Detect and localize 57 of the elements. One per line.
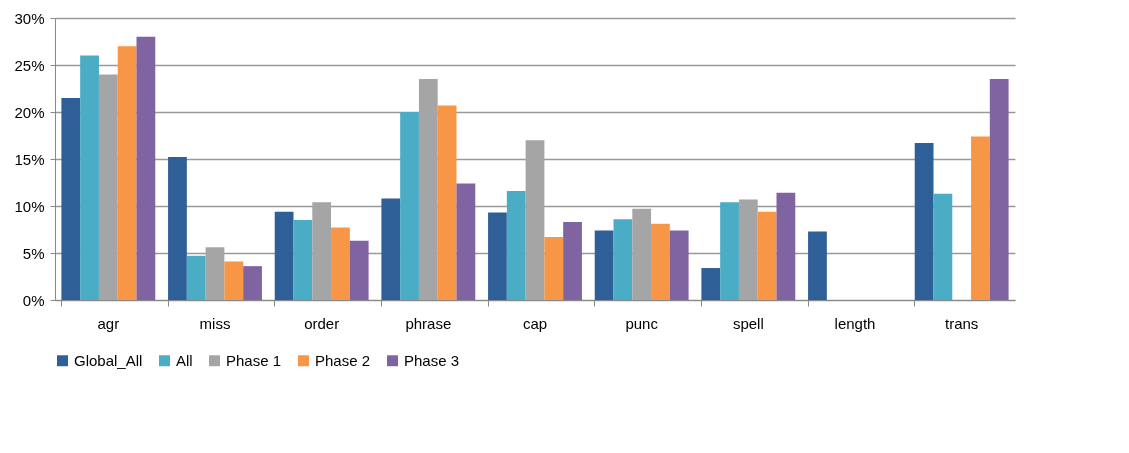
bar	[563, 221, 582, 300]
bar	[224, 261, 244, 300]
bar	[632, 208, 652, 300]
y-tick-label: 25%	[14, 56, 45, 74]
bar	[971, 136, 990, 300]
bar	[720, 202, 739, 300]
bar	[136, 36, 156, 300]
bar	[808, 231, 827, 300]
bar	[506, 190, 526, 300]
x-tick-label: agr	[97, 314, 120, 332]
legend-label: Phase 2	[315, 351, 371, 369]
bar	[437, 105, 457, 300]
bar	[669, 230, 689, 300]
bar	[933, 193, 953, 300]
bar	[594, 230, 614, 300]
bar	[117, 46, 137, 300]
legend-label: Phase 1	[226, 351, 282, 369]
bar	[349, 240, 369, 300]
bar	[701, 268, 721, 300]
y-tick-label: 0%	[22, 291, 45, 309]
legend-label: Phase 3	[404, 351, 460, 369]
bar	[989, 79, 1009, 300]
bar	[274, 211, 294, 300]
y-tick-label: 20%	[14, 103, 45, 121]
x-tick-label: phrase	[405, 314, 452, 332]
bar	[293, 220, 313, 300]
bar	[651, 223, 670, 300]
bar	[613, 219, 633, 300]
bar	[418, 79, 438, 300]
x-tick-label: spell	[732, 314, 764, 332]
y-tick-label: 5%	[22, 244, 45, 262]
legend-label: All	[176, 351, 193, 369]
bar	[243, 266, 262, 300]
legend-label: Global_All	[74, 351, 143, 369]
bar	[186, 255, 206, 300]
x-tick-label: cap	[522, 314, 548, 332]
bar	[776, 192, 796, 300]
bar	[61, 97, 81, 300]
bar	[914, 143, 934, 300]
y-tick-label: 10%	[14, 197, 45, 215]
bar	[98, 74, 118, 300]
x-tick-label: miss	[199, 314, 231, 332]
x-tick-label: length	[834, 314, 876, 332]
bar	[400, 112, 419, 300]
bar	[488, 212, 507, 300]
bar	[331, 227, 350, 300]
x-tick-label: trans	[944, 314, 979, 332]
y-tick-label: 30%	[14, 9, 45, 27]
bar	[757, 211, 777, 300]
bar	[381, 198, 401, 300]
bar	[80, 55, 99, 300]
bar	[168, 157, 187, 300]
x-tick-label: order	[304, 314, 340, 332]
x-tick-label: punc	[625, 314, 659, 332]
bar	[544, 237, 564, 300]
bar	[456, 183, 476, 300]
y-tick-label: 15%	[14, 150, 45, 168]
